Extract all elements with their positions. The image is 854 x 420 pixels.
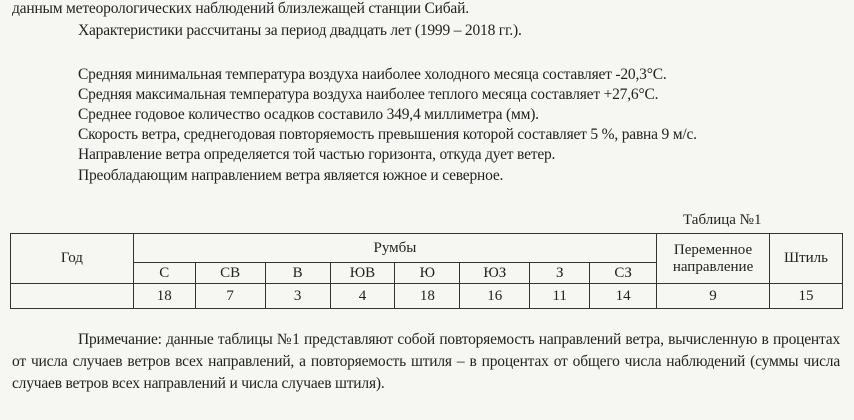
variable-value: 9 bbox=[656, 283, 770, 309]
direction-header: СВ bbox=[194, 262, 266, 284]
year-cell bbox=[10, 283, 134, 309]
calm-header: Штиль bbox=[769, 233, 843, 284]
table-caption: Таблица №1 bbox=[683, 212, 762, 228]
value-cell: 11 bbox=[529, 283, 591, 309]
value-cell: 18 bbox=[394, 283, 461, 309]
direction-header: В bbox=[264, 262, 331, 284]
value-cell: 3 bbox=[264, 283, 331, 309]
value-cell: 4 bbox=[329, 283, 396, 309]
fact-line: Направление ветра определяется той часть… bbox=[78, 146, 556, 163]
period-line: Характеристики рассчитаны за период двад… bbox=[78, 22, 522, 39]
fact-line: Средняя максимальная температура воздуха… bbox=[78, 86, 659, 103]
fact-line: Преобладающим направлением ветра являетс… bbox=[78, 167, 504, 184]
calm-value: 15 bbox=[769, 283, 843, 309]
direction-header: С bbox=[132, 262, 196, 284]
variable-header: Переменное направление bbox=[656, 233, 770, 284]
value-cell: 18 bbox=[132, 283, 196, 309]
value-cell: 7 bbox=[194, 283, 266, 309]
direction-header: ЮЗ bbox=[459, 262, 531, 284]
value-cell: 16 bbox=[459, 283, 531, 309]
intro-line: данным метеорологических наблюдений близ… bbox=[12, 0, 469, 17]
fact-line: Среднее годовое количество осадков соста… bbox=[78, 106, 539, 123]
fact-line: Скорость ветра, среднегодовая повторяемо… bbox=[78, 126, 697, 143]
value-cell: 14 bbox=[589, 283, 658, 309]
rumbs-header: Румбы bbox=[132, 233, 658, 263]
wind-table: Год Румбы Переменное направление Штиль С… bbox=[10, 233, 843, 309]
direction-header: ЮВ bbox=[329, 262, 396, 284]
table-note: Примечание: данные таблицы №1 представля… bbox=[12, 331, 840, 392]
direction-header: Ю bbox=[394, 262, 461, 284]
fact-line: Средняя минимальная температура воздуха … bbox=[78, 66, 667, 83]
direction-header: СЗ bbox=[589, 262, 658, 284]
year-header: Год bbox=[10, 233, 134, 284]
direction-header: З bbox=[529, 262, 591, 284]
